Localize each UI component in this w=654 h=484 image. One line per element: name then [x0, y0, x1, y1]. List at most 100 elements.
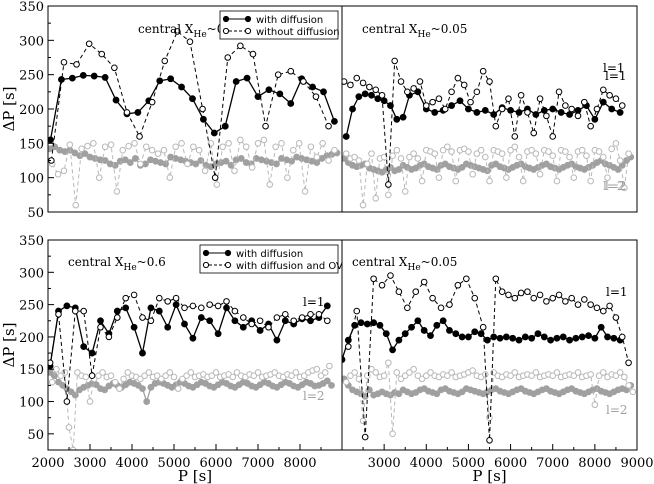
data-point	[530, 294, 538, 302]
data-point	[223, 304, 230, 312]
data-point	[351, 321, 359, 329]
data-point	[347, 81, 354, 89]
data-point	[61, 369, 69, 376]
data-point	[566, 153, 573, 161]
data-point	[130, 323, 138, 331]
data-point	[528, 372, 535, 379]
data-point	[399, 113, 407, 121]
data-point	[410, 150, 417, 157]
data-point	[101, 386, 109, 394]
data-point	[309, 83, 316, 91]
data-point	[391, 57, 398, 65]
y-tick-label: 200	[19, 103, 44, 118]
data-point	[137, 160, 144, 168]
x-tick-label: 3000	[368, 456, 401, 471]
data-point	[532, 111, 540, 118]
data-point	[353, 307, 361, 315]
data-point	[342, 78, 348, 85]
data-point	[289, 146, 297, 154]
data-point	[517, 91, 525, 99]
data-point	[435, 174, 443, 181]
data-point	[368, 91, 375, 99]
data-point	[81, 150, 89, 158]
data-point	[113, 307, 121, 315]
data-point	[555, 88, 563, 96]
annotation-prefix: central X	[362, 22, 418, 36]
data-point	[211, 174, 219, 181]
data-point	[174, 28, 181, 35]
annotation-subscript: He	[123, 263, 136, 273]
data-point	[585, 332, 592, 340]
data-point	[599, 369, 607, 376]
data-point	[111, 378, 119, 386]
series-group	[342, 272, 637, 444]
annotation-suffix: ~0.6	[137, 255, 166, 269]
y-axis-label: ΔP [s]	[0, 322, 18, 367]
data-point	[315, 311, 323, 318]
data-point	[162, 160, 169, 168]
data-point	[553, 334, 561, 342]
data-point	[471, 294, 479, 302]
annotation-suffix: ~0.05	[431, 22, 468, 36]
data-point	[595, 148, 603, 155]
data-point	[292, 369, 300, 376]
data-point	[380, 372, 388, 379]
data-point	[222, 157, 230, 165]
legend-label: with diffusion	[236, 249, 303, 260]
data-point	[515, 153, 523, 161]
data-point	[164, 298, 171, 305]
legend-marker	[244, 15, 252, 23]
data-point	[307, 143, 315, 151]
data-point	[80, 307, 87, 315]
data-point	[587, 177, 594, 185]
data-point	[239, 323, 247, 331]
data-point	[249, 50, 257, 58]
data-point	[300, 78, 307, 85]
data-point	[359, 201, 367, 209]
data-point	[68, 74, 76, 82]
data-point	[105, 333, 113, 341]
data-point	[370, 319, 378, 327]
data-point	[221, 122, 229, 130]
data-point	[231, 307, 239, 315]
data-point	[534, 330, 542, 338]
data-point	[273, 336, 281, 344]
legend-marker	[224, 261, 232, 269]
series-line	[49, 302, 328, 367]
data-point	[562, 148, 569, 155]
data-point	[301, 188, 309, 195]
data-point	[48, 378, 56, 386]
data-point	[326, 362, 333, 370]
series-line	[347, 274, 630, 441]
data-point	[441, 105, 449, 113]
data-point	[355, 157, 363, 164]
data-point	[393, 115, 401, 123]
data-point	[414, 372, 422, 379]
x-tick-label: 9000	[620, 456, 653, 471]
data-point	[477, 146, 485, 154]
data-point	[463, 275, 470, 283]
data-point	[287, 100, 295, 107]
data-point	[389, 430, 396, 438]
data-point	[532, 150, 540, 157]
data-point	[88, 349, 96, 357]
data-point	[481, 371, 489, 378]
data-point	[471, 328, 479, 336]
data-point	[376, 321, 384, 329]
data-point	[543, 112, 550, 120]
data-point	[242, 143, 250, 151]
data-point	[473, 109, 481, 116]
data-point	[231, 317, 239, 325]
data-point	[431, 109, 439, 116]
data-point	[363, 372, 371, 379]
data-point	[616, 109, 624, 116]
data-point	[232, 78, 240, 85]
data-point	[156, 77, 164, 85]
data-point	[162, 372, 169, 379]
data-point	[382, 330, 390, 338]
data-point	[401, 330, 409, 338]
data-point	[540, 106, 548, 114]
data-point	[143, 398, 151, 405]
data-point	[212, 369, 220, 376]
